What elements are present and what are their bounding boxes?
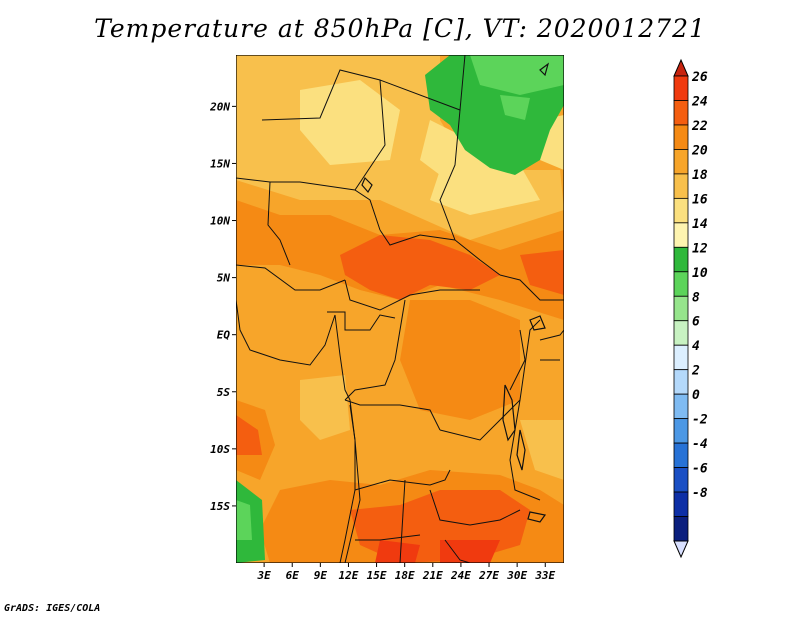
latitude-axis: 20N 15N 10N 5N EQ 5S 10S 15S [209, 100, 236, 513]
colorbar-segment [673, 124, 689, 150]
colorbar-high-arrow [673, 58, 689, 77]
lon-tick-label: 24E [450, 569, 471, 582]
colorbar-segment [673, 320, 689, 346]
lat-tick-label: 15S [210, 500, 230, 513]
map-title: Temperature at 850hPa [C], VT: 202001272… [94, 14, 706, 43]
colorbar-label: -4 [692, 437, 708, 452]
lakes [361, 62, 550, 523]
colorbar-label: -2 [692, 413, 708, 428]
lat-tick-label: 20N [209, 100, 230, 113]
colorbar-segment [673, 516, 689, 542]
colorbar-segment [673, 344, 689, 371]
colorbar-label: 12 [692, 241, 708, 256]
colorbar-label: 6 [692, 315, 700, 330]
colorbar-segment [673, 369, 689, 395]
colorbar-label: 14 [692, 217, 708, 232]
colorbar-segment [673, 393, 689, 420]
lon-tick-label: 27E [478, 569, 499, 582]
lon-tick-label: 15E [367, 569, 387, 582]
lon-tick-label: 21E [422, 569, 443, 582]
colorbar-segment [673, 418, 689, 444]
lon-tick-label: 18E [395, 569, 415, 582]
lat-tick-label: 5S [217, 386, 231, 399]
lat-tick-label: EQ [217, 329, 231, 342]
colorbar-segment [673, 467, 689, 493]
lon-tick-label: 6E [286, 569, 300, 582]
colorbar-label: 4 [692, 339, 700, 354]
colorbar-segment [673, 75, 689, 101]
colorbar-segment [673, 197, 689, 224]
colorbar-label: -6 [692, 462, 708, 477]
grads-credit: GrADS: IGES/COLA [4, 603, 101, 614]
colorbar-segment [673, 295, 689, 322]
lon-tick-label: 9E [314, 569, 328, 582]
temperature-field [236, 55, 564, 563]
lon-tick-label: 33E [534, 569, 555, 582]
lon-tick-label: 12E [339, 569, 359, 582]
colorbar-segment [673, 491, 689, 517]
lon-tick-label: 30E [506, 569, 527, 582]
colorbar-label: 2 [691, 364, 700, 379]
colorbar-label: 10 [692, 266, 708, 281]
colorbar-label: 24 [691, 94, 708, 109]
colorbar-low-arrow [673, 540, 689, 559]
lat-tick-label: 10N [210, 215, 230, 228]
colorbar-segment [673, 222, 689, 248]
lat-tick-label: 10S [210, 443, 230, 456]
colorbar-label: -8 [692, 486, 708, 501]
colorbar-segment [673, 246, 689, 273]
lon-tick-label: 3E [256, 569, 271, 582]
colorbar-segment [673, 442, 689, 468]
country-borders [236, 55, 564, 563]
colorbar-segment [673, 173, 689, 199]
coastline [236, 299, 361, 563]
colorbar-label: 18 [692, 168, 708, 183]
colorbar-segment [673, 271, 689, 297]
colorbar-label: 20 [691, 143, 708, 158]
colorbar-label: 8 [692, 290, 700, 305]
colorbar-label: 26 [691, 70, 708, 85]
lat-tick-label: 15N [210, 157, 230, 170]
colorbar-segment [673, 100, 689, 126]
colorbar-label: 16 [692, 192, 708, 207]
colorbar-label: 0 [692, 388, 700, 403]
colorbar-segment [673, 149, 689, 175]
longitude-axis: 3E 6E 9E 12E 15E 18E 21E 24E 27E 30E 33E [256, 563, 556, 582]
lat-tick-label: 5N [217, 272, 231, 285]
colorbar-label: 22 [691, 119, 708, 134]
